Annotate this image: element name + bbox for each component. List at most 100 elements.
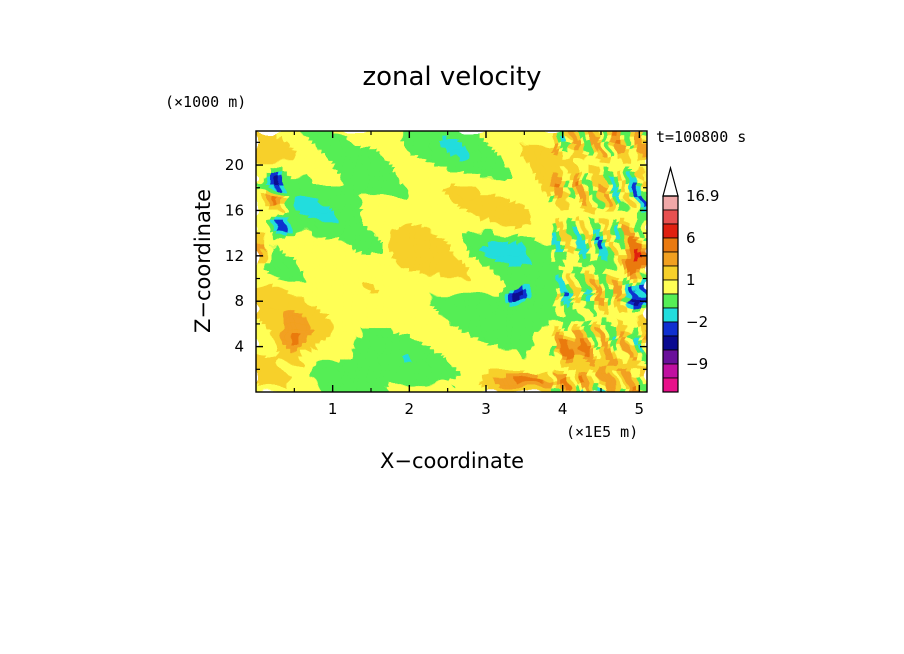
field-cell bbox=[590, 300, 596, 306]
field-cell bbox=[377, 248, 383, 254]
field-cell bbox=[481, 239, 488, 245]
field-cell bbox=[547, 335, 553, 341]
field-cell bbox=[538, 322, 544, 328]
field-cell bbox=[568, 204, 574, 211]
field-cell bbox=[438, 131, 444, 137]
field-cell bbox=[355, 213, 362, 219]
field-cell bbox=[568, 374, 574, 380]
field-cell bbox=[390, 361, 396, 367]
field-cell bbox=[421, 283, 427, 289]
field-cell bbox=[381, 252, 388, 258]
field-cell bbox=[386, 218, 392, 224]
field-cell bbox=[434, 374, 440, 380]
field-cell bbox=[329, 200, 335, 206]
field-cell bbox=[412, 218, 418, 224]
field-cell bbox=[421, 387, 427, 392]
field-cell bbox=[408, 248, 414, 254]
field-cell bbox=[507, 348, 514, 354]
field-cell bbox=[473, 239, 479, 245]
field-cell bbox=[347, 278, 353, 285]
field-cell bbox=[347, 152, 353, 158]
field-cell bbox=[308, 318, 314, 324]
field-cell bbox=[538, 318, 544, 324]
field-cell bbox=[299, 318, 305, 324]
field-cell bbox=[329, 148, 335, 154]
field-cell bbox=[308, 196, 314, 202]
field-cell bbox=[494, 157, 501, 163]
field-cell bbox=[273, 183, 279, 189]
field-cell bbox=[425, 296, 431, 302]
field-cell bbox=[355, 248, 362, 254]
field-cell bbox=[347, 200, 353, 206]
field-cell bbox=[355, 131, 362, 137]
field-cell bbox=[282, 305, 288, 311]
field-cell bbox=[547, 278, 553, 285]
field-cell bbox=[503, 235, 509, 241]
field-cell bbox=[455, 183, 461, 189]
field-cell bbox=[316, 322, 322, 328]
field-cell bbox=[403, 174, 409, 180]
field-cell bbox=[399, 196, 405, 202]
field-cell bbox=[360, 239, 366, 245]
field-cell bbox=[390, 213, 396, 219]
field-cell bbox=[447, 374, 453, 380]
field-cell bbox=[560, 231, 566, 237]
field-cell bbox=[547, 248, 553, 254]
field-cell bbox=[573, 148, 579, 154]
field-cell bbox=[512, 283, 518, 289]
field-cell bbox=[416, 170, 422, 176]
field-cell bbox=[286, 144, 292, 150]
field-cell bbox=[286, 213, 292, 219]
field-cell bbox=[360, 235, 366, 241]
field-cell bbox=[538, 339, 544, 345]
field-cell bbox=[303, 157, 309, 163]
field-cell bbox=[594, 252, 601, 258]
field-cell bbox=[503, 196, 509, 202]
field-cell bbox=[434, 348, 440, 354]
field-cell bbox=[555, 187, 561, 193]
field-cell bbox=[586, 374, 592, 380]
field-cell bbox=[386, 244, 392, 250]
field-cell bbox=[473, 248, 479, 254]
field-cell bbox=[494, 318, 501, 324]
field-cell bbox=[342, 244, 349, 250]
field-cell bbox=[447, 361, 453, 367]
field-cell bbox=[538, 191, 544, 198]
field-cell bbox=[481, 348, 488, 354]
field-cell bbox=[503, 261, 509, 267]
field-cell bbox=[286, 204, 292, 211]
field-cell bbox=[351, 287, 357, 293]
field-cell bbox=[390, 335, 396, 341]
field-cell bbox=[308, 322, 314, 328]
field-cell bbox=[490, 374, 496, 380]
field-cell bbox=[603, 283, 609, 289]
field-cell bbox=[312, 148, 318, 154]
field-cell bbox=[403, 135, 409, 141]
field-cell bbox=[316, 348, 322, 354]
field-cell bbox=[273, 135, 279, 141]
field-cell bbox=[308, 374, 314, 380]
field-cell bbox=[529, 370, 535, 376]
field-cell bbox=[573, 178, 579, 184]
field-cell bbox=[447, 244, 453, 250]
field-cell bbox=[573, 296, 579, 302]
field-cell bbox=[590, 183, 596, 189]
field-cell bbox=[264, 157, 270, 163]
field-cell bbox=[338, 335, 344, 341]
field-cell bbox=[442, 357, 448, 363]
field-cell bbox=[334, 178, 340, 184]
field-cell bbox=[277, 148, 283, 154]
field-cell bbox=[464, 231, 470, 237]
field-cell bbox=[260, 313, 266, 319]
field-cell bbox=[555, 378, 561, 385]
field-cell bbox=[512, 152, 518, 158]
field-cell bbox=[395, 322, 401, 328]
field-cell bbox=[364, 378, 370, 385]
field-cell bbox=[321, 170, 327, 176]
field-cell bbox=[421, 196, 427, 202]
field-cell bbox=[416, 374, 422, 380]
field-cell bbox=[594, 209, 601, 215]
field-cell bbox=[381, 270, 388, 276]
field-cell bbox=[568, 213, 574, 219]
field-cell bbox=[481, 183, 488, 189]
